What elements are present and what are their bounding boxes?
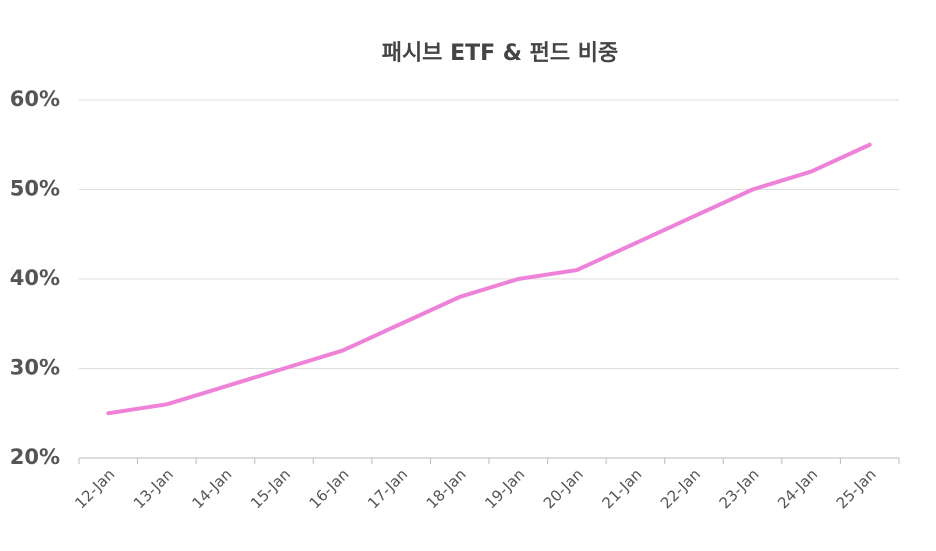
y-tick-label: 30%	[10, 356, 60, 380]
chart-title: 패시브 ETF & 펀드 비중	[382, 41, 619, 66]
x-tick-label: 14-Jan	[188, 465, 235, 512]
y-tick-label: 20%	[10, 445, 60, 469]
x-tick-label: 13-Jan	[130, 465, 177, 512]
data-line	[106, 142, 872, 416]
x-tick-label: 22-Jan	[657, 465, 704, 512]
x-tick-label: 19-Jan	[481, 465, 528, 512]
x-tick-label: 18-Jan	[423, 465, 470, 512]
x-tick-label: 24-Jan	[774, 465, 821, 512]
x-tick-label: 15-Jan	[247, 465, 294, 512]
x-tick-label: 12-Jan	[71, 465, 118, 512]
x-tick-label: 16-Jan	[306, 465, 353, 512]
x-tick-label: 21-Jan	[598, 465, 645, 512]
y-tick-label: 50%	[10, 177, 60, 201]
y-tick-label: 40%	[10, 266, 60, 290]
y-tick-label: 60%	[10, 87, 60, 111]
x-tick-label: 25-Jan	[833, 465, 880, 512]
x-tick-label: 17-Jan	[364, 465, 411, 512]
x-tick-label: 23-Jan	[716, 465, 763, 512]
x-tick-label: 20-Jan	[540, 465, 587, 512]
